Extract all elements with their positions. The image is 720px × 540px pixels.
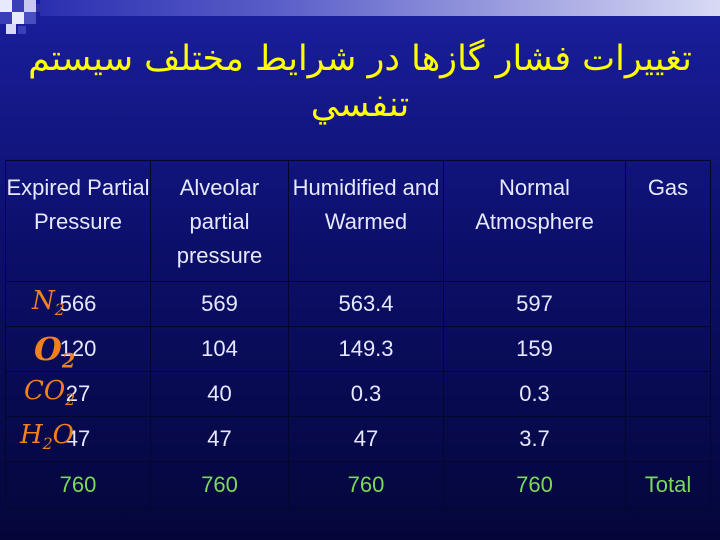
- top-accent-bar: [40, 0, 720, 16]
- cell-normal: 0.3: [443, 371, 626, 417]
- total-label: Total: [625, 461, 711, 509]
- gas-formula-n2: N2: [32, 286, 65, 320]
- table-row: 27 40 0.3 0.3: [5, 371, 711, 417]
- gas-formula-co2: CO2: [24, 376, 76, 410]
- gas-formula-h2o: H2O: [20, 420, 74, 454]
- cell-expired: 566: [5, 281, 151, 327]
- table-header-row: Expired Partial Pressure Alveolar partia…: [5, 160, 711, 282]
- cell-gas: [625, 416, 711, 462]
- table-total-row: 760 760 760 760 Total: [5, 461, 711, 509]
- table-row: 47 47 47 3.7: [5, 416, 711, 462]
- cell-alveolar: 40: [150, 371, 289, 417]
- cell-alveolar: 104: [150, 326, 289, 372]
- total-humidified: 760: [288, 461, 444, 509]
- cell-humidified: 149.3: [288, 326, 444, 372]
- cell-normal: 3.7: [443, 416, 626, 462]
- cell-humidified: 563.4: [288, 281, 444, 327]
- total-alveolar: 760: [150, 461, 289, 509]
- cell-alveolar: 569: [150, 281, 289, 327]
- cell-humidified: 0.3: [288, 371, 444, 417]
- table-row: 120 104 149.3 159: [5, 326, 711, 372]
- table-row: 566 569 563.4 597: [5, 281, 711, 327]
- gas-pressure-table: Expired Partial Pressure Alveolar partia…: [5, 160, 711, 509]
- header-gas: Gas: [625, 160, 711, 282]
- cell-alveolar: 47: [150, 416, 289, 462]
- cell-expired: 27: [5, 371, 151, 417]
- corner-squares-decoration: [0, 0, 60, 40]
- cell-normal: 597: [443, 281, 626, 327]
- header-alveolar: Alveolar partial pressure: [150, 160, 289, 282]
- header-humidified: Humidified and Warmed: [288, 160, 444, 282]
- total-expired: 760: [5, 461, 151, 509]
- gas-formula-o2: O2: [34, 330, 76, 373]
- cell-humidified: 47: [288, 416, 444, 462]
- total-normal: 760: [443, 461, 626, 509]
- slide-title: تغييرات فشار گازها در شرايط مختلف سيستم …: [28, 39, 692, 125]
- cell-expired: 47: [5, 416, 151, 462]
- cell-normal: 159: [443, 326, 626, 372]
- cell-gas: [625, 371, 711, 417]
- cell-expired: 120: [5, 326, 151, 372]
- cell-gas: [625, 326, 711, 372]
- header-expired: Expired Partial Pressure: [5, 160, 151, 282]
- cell-gas: [625, 281, 711, 327]
- header-normal: Normal Atmosphere: [443, 160, 626, 282]
